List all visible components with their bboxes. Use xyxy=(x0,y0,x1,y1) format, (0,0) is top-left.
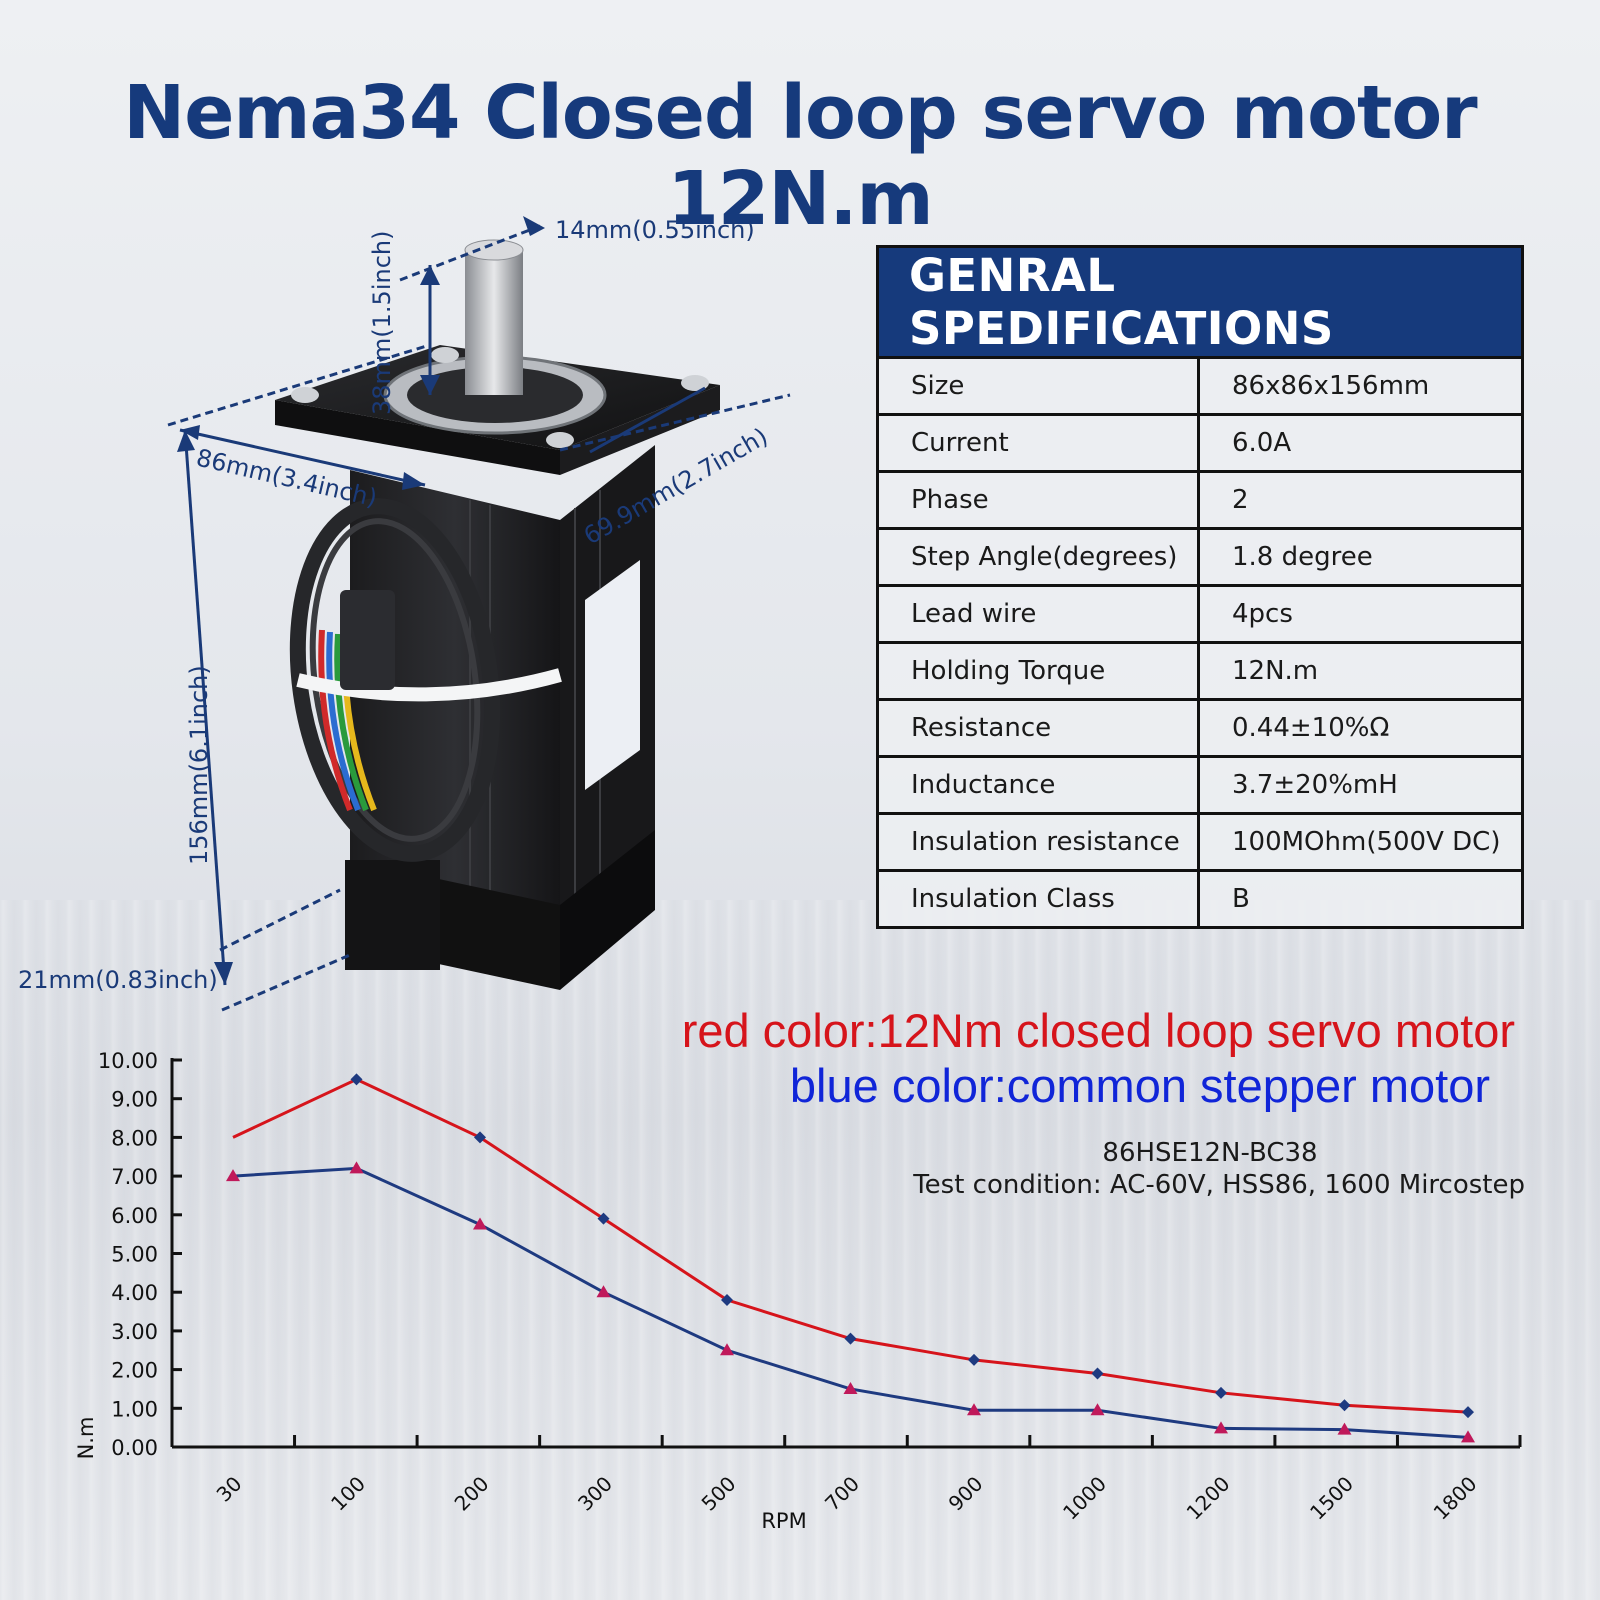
spec-value: 0.44±10%Ω xyxy=(1197,698,1524,758)
spec-row: Inductance 3.7±20%mH xyxy=(876,755,1524,815)
spec-value: 1.8 degree xyxy=(1197,527,1524,587)
spec-row: Lead wire 4pcs xyxy=(876,584,1524,644)
spec-value: B xyxy=(1197,869,1524,929)
spec-row: Step Angle(degrees) 1.8 degree xyxy=(876,527,1524,587)
legend-blue: blue color:common stepper motor xyxy=(789,1059,1490,1112)
spec-key: Resistance xyxy=(876,698,1200,758)
test-condition: Test condition: AC-60V, HSS86, 1600 Mirc… xyxy=(913,1170,1525,1200)
spec-value: 86x86x156mm xyxy=(1197,356,1524,416)
mount-hole xyxy=(681,375,709,391)
legend-red: red color:12Nm closed loop servo motor xyxy=(681,1004,1515,1057)
spec-key: Size xyxy=(876,356,1200,416)
dim-encoder-length: 21mm(0.83inch) xyxy=(18,966,218,994)
spec-row: Holding Torque 12N.m xyxy=(876,641,1524,701)
spec-key: Insulation resistance xyxy=(876,812,1200,872)
dim-shaft-diameter: 14mm(0.55inch) xyxy=(555,216,755,244)
mount-hole xyxy=(291,387,319,403)
spec-key: Insulation Class xyxy=(876,869,1200,929)
spec-key: Step Angle(degrees) xyxy=(876,527,1200,587)
cable-loop xyxy=(289,498,501,862)
spec-key: Inductance xyxy=(876,755,1200,815)
connector-block xyxy=(345,860,440,970)
spec-value: 2 xyxy=(1197,470,1524,530)
dim-shaft-length: 38mm(1.5inch) xyxy=(368,231,396,415)
model-number: 86HSE12N-BC38 xyxy=(1102,1138,1318,1168)
spec-row: Insulation Class B xyxy=(876,869,1524,929)
encoder-connector xyxy=(340,590,395,690)
dimension-lines xyxy=(167,224,791,1012)
motor-shaft xyxy=(465,250,523,395)
spec-row: Current 6.0A xyxy=(876,413,1524,473)
spec-key: Lead wire xyxy=(876,584,1200,644)
mount-hole xyxy=(431,347,459,363)
spec-row: Insulation resistance 100MOhm(500V DC) xyxy=(876,812,1524,872)
cable-tie xyxy=(296,668,562,702)
page-title: Nema34 Closed loop servo motor 12N.m xyxy=(123,70,1477,242)
spec-row: Phase 2 xyxy=(876,470,1524,530)
motor-label xyxy=(585,560,640,790)
spec-row: Resistance 0.44±10%Ω xyxy=(876,698,1524,758)
spec-value: 3.7±20%mH xyxy=(1197,755,1524,815)
spec-table: GENRAL SPEDIFICATIONS Size 86x86x156mm Cur… xyxy=(876,245,1524,929)
mount-hole xyxy=(546,432,574,448)
spec-value: 6.0A xyxy=(1197,413,1524,473)
dimension-arrows xyxy=(177,216,545,985)
spec-key: Holding Torque xyxy=(876,641,1200,701)
spec-table-title: GENRAL SPEDIFICATIONS xyxy=(877,246,1523,359)
spec-key: Phase xyxy=(876,470,1200,530)
spec-row: Size 86x86x156mm xyxy=(876,356,1524,416)
spec-value: 12N.m xyxy=(1197,641,1524,701)
spec-key: Current xyxy=(876,413,1200,473)
spec-value: 100MOhm(500V DC) xyxy=(1197,812,1524,872)
spec-value: 4pcs xyxy=(1197,584,1524,644)
dim-body-length: 156mm(6.1inch) xyxy=(185,665,213,865)
